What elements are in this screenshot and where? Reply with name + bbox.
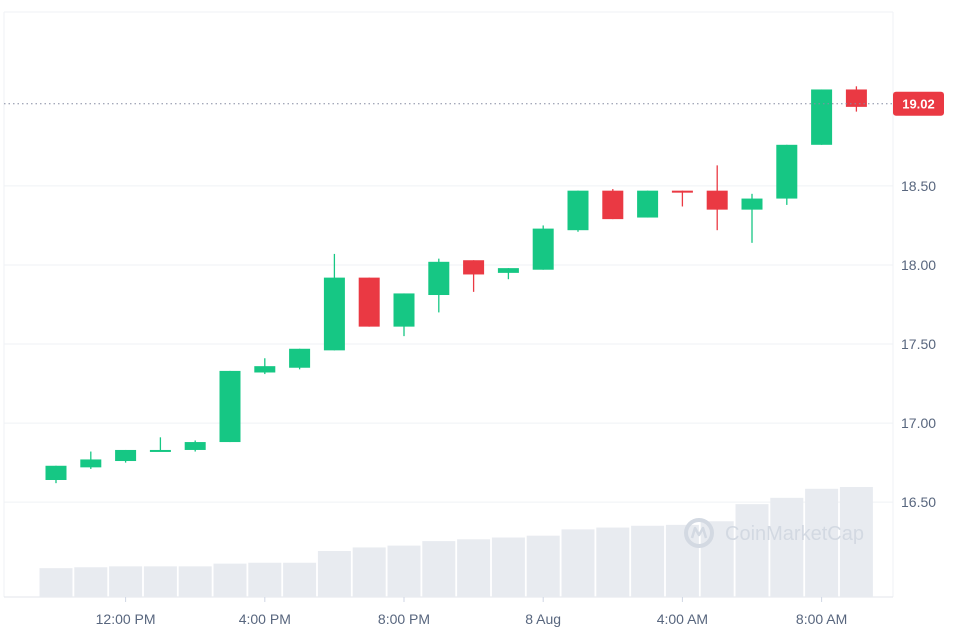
candle [463, 260, 485, 292]
volume-bar [317, 551, 351, 597]
candle [393, 293, 415, 337]
candle [219, 370, 241, 443]
candle-body [741, 198, 763, 210]
candle [497, 268, 519, 280]
candle-body [602, 190, 624, 220]
volume-bar [596, 527, 630, 597]
candle [811, 89, 833, 145]
y-axis: 16.50 17.00 17.50 18.00 18.50 [901, 178, 936, 510]
volume-bar [770, 497, 804, 597]
candle-body [567, 190, 589, 231]
candle-body [463, 260, 485, 275]
y-tick-label: 18.00 [901, 257, 936, 273]
volume-bar [213, 563, 247, 597]
candles [45, 86, 867, 484]
candle [567, 190, 589, 232]
candle-body [254, 366, 276, 373]
candle-body [149, 449, 171, 452]
candle-body [845, 89, 867, 107]
candle [184, 440, 206, 452]
y-tick-label: 16.50 [901, 494, 936, 510]
volume-bar [74, 567, 108, 597]
candle-body [428, 261, 450, 296]
volume-bar [387, 545, 421, 597]
volume-bar [631, 525, 665, 597]
candle [358, 277, 380, 327]
candle [671, 190, 693, 207]
candle-body [393, 293, 415, 327]
current-price-label: 19.02 [902, 97, 935, 112]
volume-bar [735, 504, 769, 597]
candle-body [45, 465, 67, 480]
candle [80, 451, 102, 469]
candle-body [323, 277, 345, 351]
candle-body [80, 459, 102, 468]
candle [45, 465, 67, 484]
volume-bar [526, 535, 560, 597]
x-tick-label: 8:00 AM [796, 611, 847, 627]
volume-bar [805, 488, 839, 597]
candle-body [219, 370, 241, 443]
x-axis: 12:00 PM 4:00 PM 8:00 PM 8 Aug 4:00 AM 8:00 A… [96, 597, 847, 627]
coinmarketcap-logo-icon [684, 518, 714, 548]
candle [602, 189, 624, 220]
candle-body [811, 89, 833, 145]
watermark: CoinMarketCap [684, 518, 864, 548]
candle [776, 144, 798, 205]
volume-bar [561, 529, 595, 597]
volume-bar [491, 537, 525, 597]
x-tick-label: 4:00 AM [657, 611, 708, 627]
candle [706, 165, 728, 231]
volume-bar [109, 566, 143, 597]
x-tick-label: 12:00 PM [96, 611, 156, 627]
candle [149, 437, 171, 452]
candle [323, 253, 345, 351]
x-tick-label: 4:00 PM [239, 611, 291, 627]
volume-bar [352, 547, 386, 597]
y-tick-label: 17.50 [901, 336, 936, 352]
y-tick-label: 18.50 [901, 178, 936, 194]
candle [637, 190, 659, 218]
candle [532, 225, 554, 270]
candle [845, 86, 867, 112]
candle [428, 258, 450, 313]
volume-bar [143, 566, 177, 597]
volume-bar [422, 541, 456, 597]
candle-body [115, 449, 137, 462]
y-tick-label: 17.00 [901, 415, 936, 431]
current-price-tag: 19.02 [893, 91, 944, 116]
candle-body [184, 442, 206, 450]
candle [289, 348, 311, 370]
candle-body [671, 190, 693, 193]
volume-bar [39, 568, 73, 597]
candle-body [289, 348, 311, 368]
volume-bar [700, 521, 734, 597]
candle [741, 193, 763, 243]
watermark-label: CoinMarketCap [725, 523, 864, 545]
candle-body [532, 228, 554, 270]
volume-bar [839, 487, 873, 597]
candle-body [637, 190, 659, 218]
volume-bar [457, 539, 491, 597]
x-tick-label: 8 Aug [525, 611, 561, 627]
volume-bar [248, 562, 282, 597]
candle [115, 449, 137, 463]
candle [254, 358, 276, 375]
volume-bar [178, 566, 212, 597]
candle-body [706, 190, 728, 210]
x-tick-label: 8:00 PM [378, 611, 430, 627]
volume-bar [283, 562, 317, 597]
candle-body [776, 144, 798, 199]
current-price-tag-bg [893, 91, 944, 116]
volume-bars [39, 487, 873, 597]
candle-body [497, 268, 519, 273]
candle-body [358, 277, 380, 327]
